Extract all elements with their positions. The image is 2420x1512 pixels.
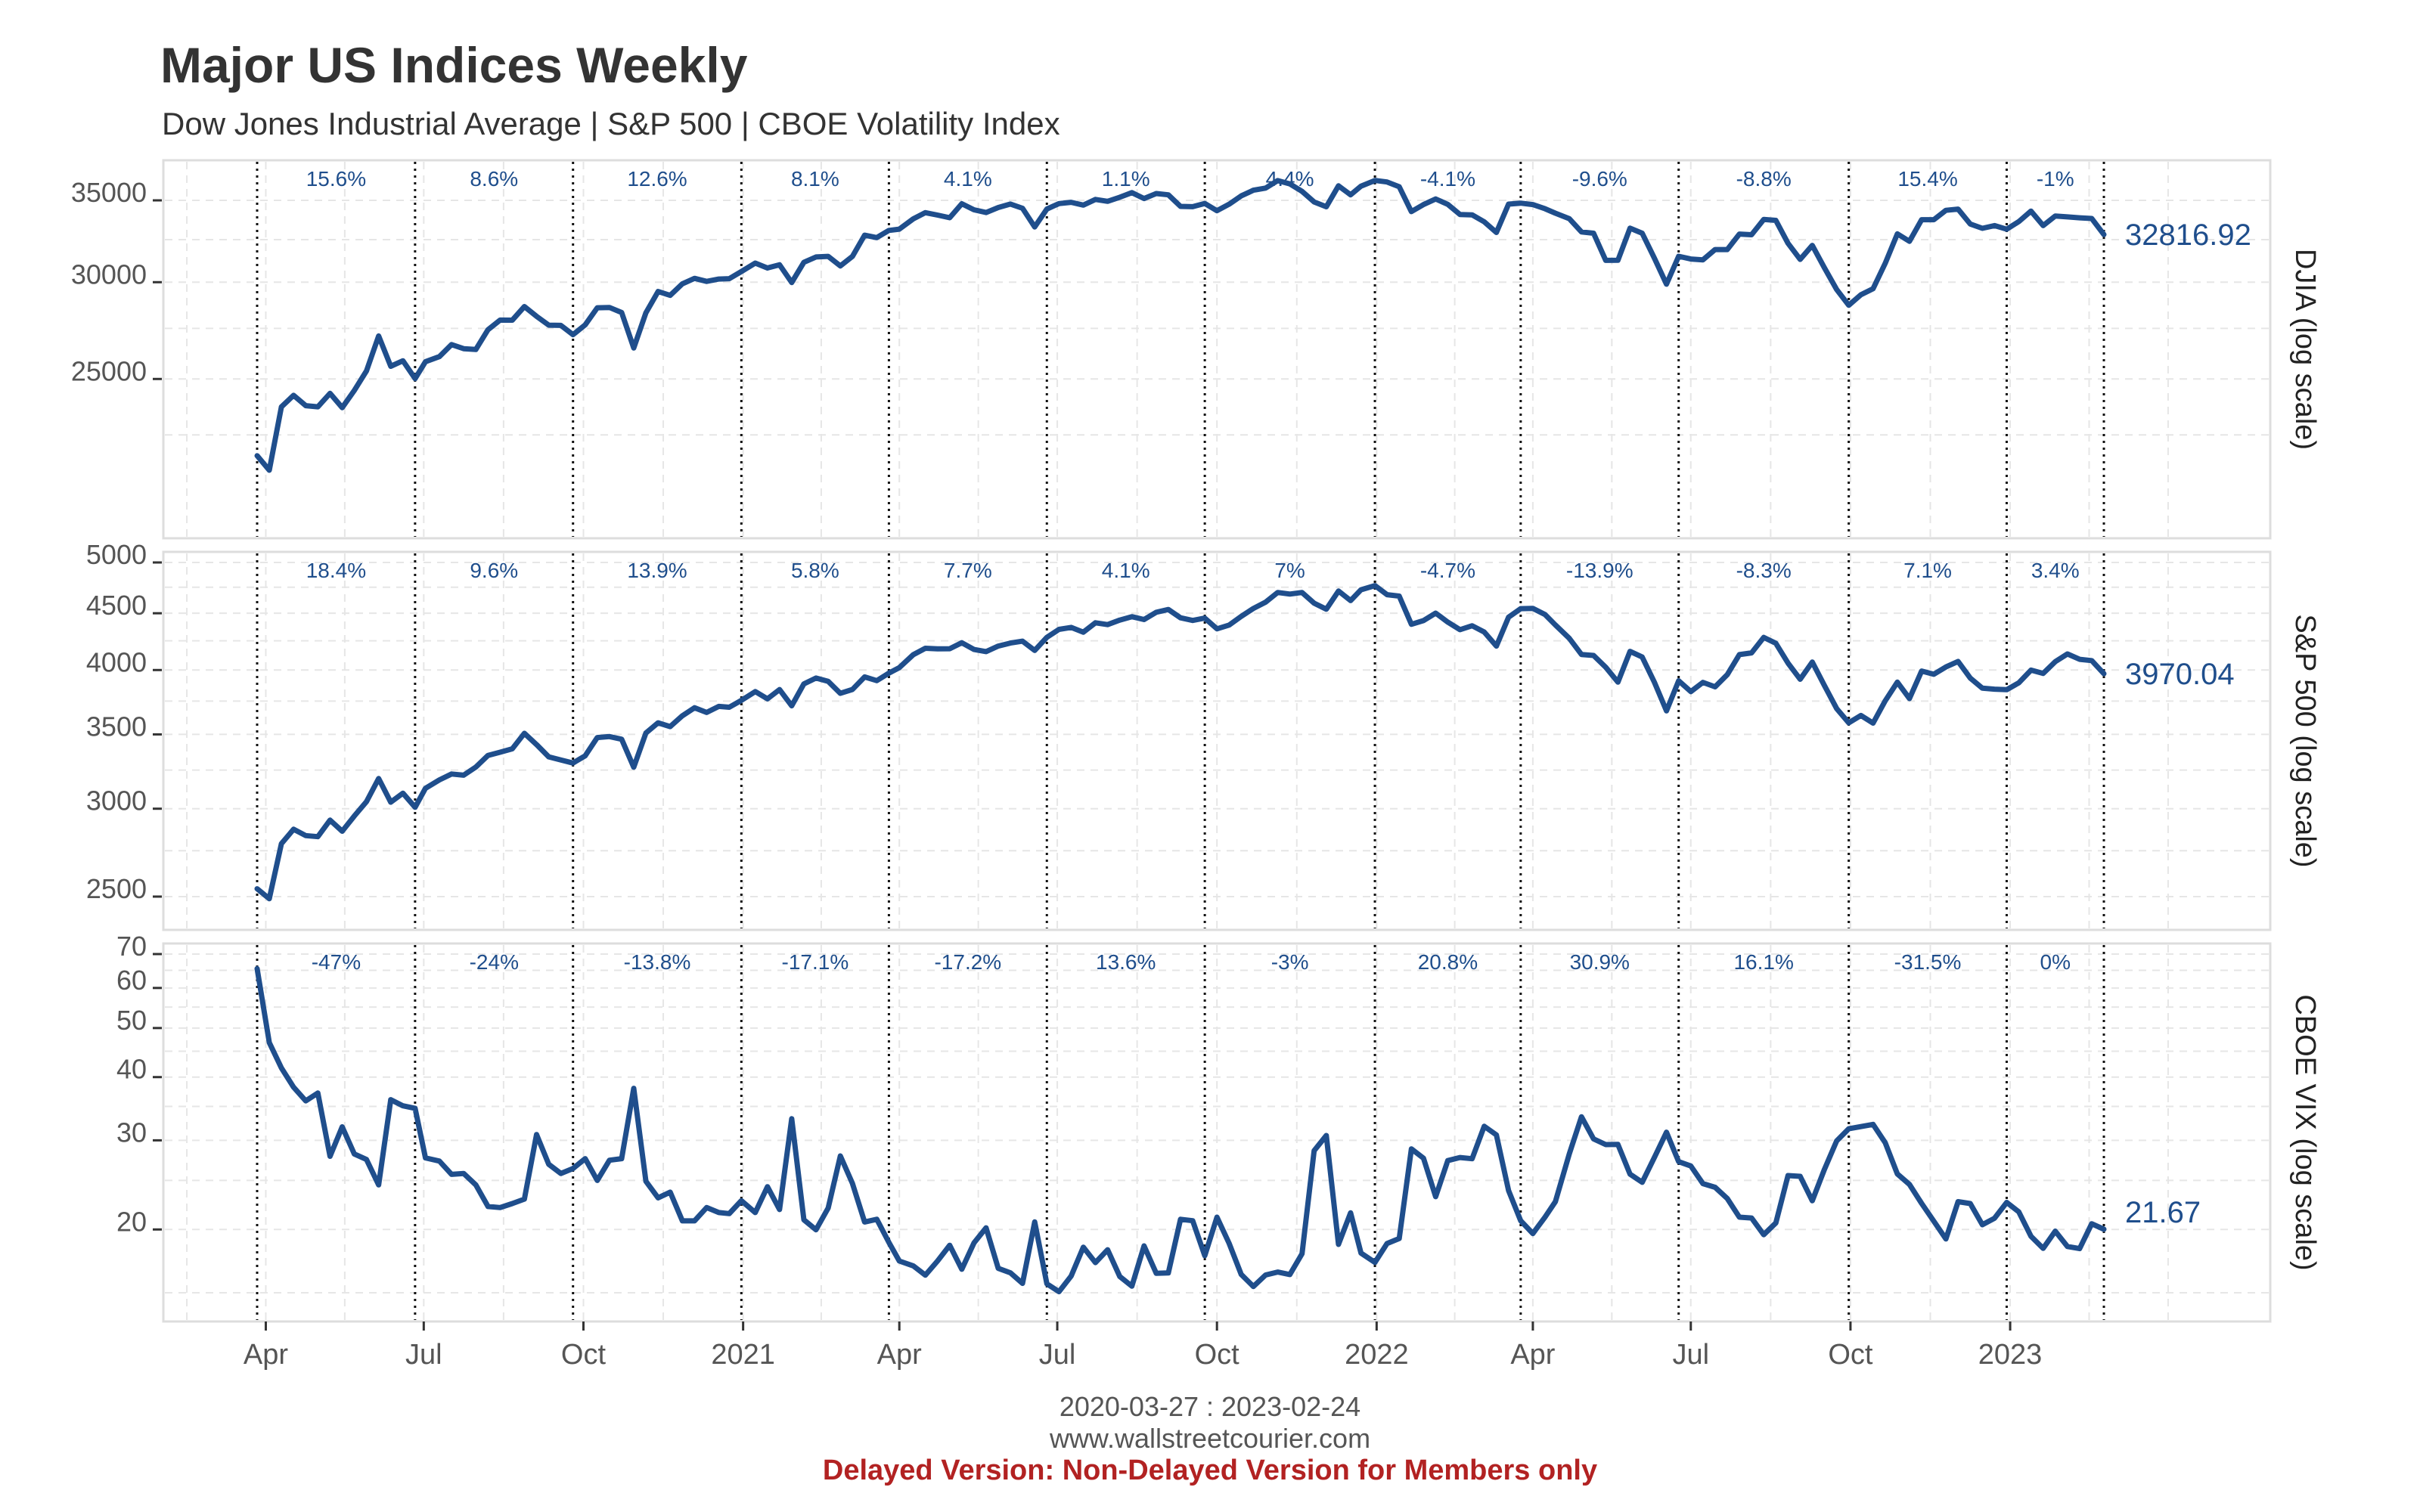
- quarter-change-label: 12.6%: [627, 167, 687, 191]
- y-tick-label: 35000: [71, 177, 147, 208]
- quarter-change-label: 15.6%: [306, 167, 366, 191]
- x-tick-label: 2021: [711, 1339, 775, 1371]
- x-tick-label: Jul: [1672, 1339, 1709, 1371]
- y-tick-label: 25000: [71, 355, 147, 386]
- y-tick-label: 60: [116, 965, 147, 996]
- x-tick-label: Apr: [877, 1339, 922, 1371]
- quarter-change-label: -47%: [312, 950, 361, 974]
- panel-axis-label: S&P 500 (log scale): [2289, 614, 2321, 867]
- x-tick-label: Apr: [244, 1339, 288, 1371]
- x-tick-label: 2023: [1978, 1339, 2043, 1371]
- x-tick-label: 2022: [1345, 1339, 1409, 1371]
- quarter-change-label: 9.6%: [470, 559, 518, 582]
- x-tick-label: Apr: [1510, 1339, 1555, 1371]
- y-tick-label: 5000: [86, 539, 147, 570]
- series-line: [254, 178, 2107, 473]
- y-tick-label: 30: [116, 1117, 147, 1148]
- y-tick-label: 3000: [86, 785, 147, 816]
- x-tick-label: Jul: [405, 1339, 442, 1371]
- quarter-change-label: -4.1%: [1420, 167, 1475, 191]
- quarter-change-label: 18.4%: [306, 559, 366, 582]
- x-tick-label: Oct: [1828, 1339, 1873, 1371]
- date-range-label: 2020-03-27 : 2023-02-24: [1059, 1391, 1361, 1422]
- chart-subtitle: Dow Jones Industrial Average | S&P 500 |…: [162, 106, 1060, 141]
- quarter-change-label: 7.1%: [1903, 559, 1952, 582]
- quarter-change-label: 4.1%: [944, 167, 992, 191]
- delayed-notice: Delayed Version: Non-Delayed Version for…: [822, 1455, 1598, 1486]
- panel-axis-label: DJIA (log scale): [2289, 249, 2321, 450]
- quarter-change-label: -13.9%: [1566, 559, 1634, 582]
- quarter-change-label: 8.6%: [470, 167, 518, 191]
- quarter-change-label: -3%: [1271, 950, 1309, 974]
- website-label: www.wallstreetcourier.com: [1049, 1423, 1371, 1454]
- quarter-change-label: -9.6%: [1572, 167, 1627, 191]
- quarter-change-label: 13.9%: [627, 559, 687, 582]
- quarter-change-label: 8.1%: [791, 167, 839, 191]
- y-tick-label: 4500: [86, 590, 147, 621]
- x-tick-label: Oct: [1195, 1339, 1240, 1371]
- quarter-change-label: 30.9%: [1570, 950, 1630, 974]
- quarter-change-label: -8.8%: [1736, 167, 1792, 191]
- quarter-change-label: 7%: [1274, 559, 1305, 582]
- panel-axis-label: CBOE VIX (log scale): [2289, 994, 2321, 1270]
- quarter-change-label: -24%: [470, 950, 519, 974]
- last-value-label: 21.67: [2125, 1196, 2201, 1229]
- quarter-change-label: -8.3%: [1736, 559, 1792, 582]
- quarter-change-label: -17.1%: [782, 950, 849, 974]
- quarter-change-label: -4.7%: [1420, 559, 1475, 582]
- quarter-change-label: 20.8%: [1418, 950, 1478, 974]
- quarter-change-label: 15.4%: [1897, 167, 1957, 191]
- series-line: [254, 583, 2107, 902]
- y-tick-label: 70: [116, 931, 147, 962]
- quarter-change-label: -17.2%: [934, 950, 1001, 974]
- quarter-change-label: 0%: [2040, 950, 2071, 974]
- last-value-label: 3970.04: [2125, 658, 2235, 691]
- x-tick-label: Oct: [561, 1339, 607, 1371]
- quarter-change-label: 16.1%: [1733, 950, 1793, 974]
- quarter-change-label: -1%: [2037, 167, 2074, 191]
- y-tick-label: 4000: [86, 646, 147, 677]
- quarter-change-label: 4.1%: [1102, 559, 1150, 582]
- quarter-change-label: 3.4%: [2031, 559, 2080, 582]
- y-tick-label: 2500: [86, 873, 147, 904]
- quarter-change-label: 13.6%: [1096, 950, 1156, 974]
- quarter-change-label: -13.8%: [624, 950, 691, 974]
- y-tick-label: 30000: [71, 259, 147, 290]
- x-tick-label: Jul: [1039, 1339, 1076, 1371]
- quarter-change-label: 7.7%: [944, 559, 992, 582]
- y-tick-label: 40: [116, 1054, 147, 1085]
- last-value-label: 32816.92: [2125, 218, 2251, 252]
- y-tick-label: 3500: [86, 711, 147, 742]
- chart-title: Major US Indices Weekly: [160, 37, 748, 93]
- quarter-change-label: 5.8%: [791, 559, 839, 582]
- y-tick-label: 20: [116, 1206, 147, 1237]
- series-line: [254, 965, 2107, 1295]
- quarter-change-label: 1.1%: [1102, 167, 1150, 191]
- y-tick-label: 50: [116, 1005, 147, 1036]
- quarter-change-label: -31.5%: [1894, 950, 1962, 974]
